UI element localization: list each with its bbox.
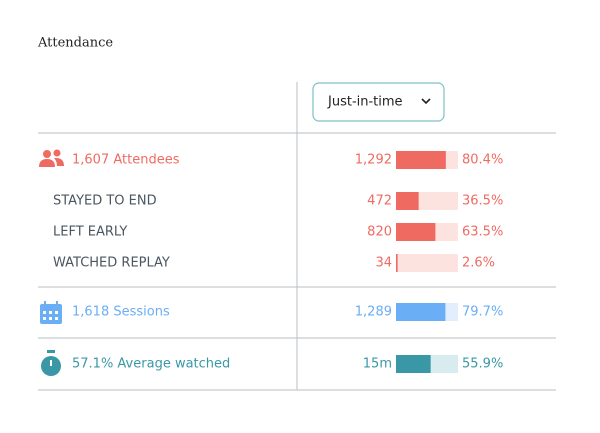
count: 34 xyxy=(375,256,392,271)
row-label: WATCHED REPLAY xyxy=(53,256,170,271)
count: 820 xyxy=(367,225,392,240)
chevron[interactable] xyxy=(421,98,431,105)
bar xyxy=(396,254,398,272)
row-label: LEFT EARLY xyxy=(53,225,127,240)
pct-label: 2.6% xyxy=(462,256,495,271)
dropdown-label[interactable]: Just-in-time xyxy=(327,95,403,110)
title: Attendance xyxy=(37,36,113,51)
bar xyxy=(396,355,431,373)
pct-label: 80.4% xyxy=(462,153,503,168)
row-label: 1,618 Sessions xyxy=(72,305,170,320)
people-icon xyxy=(39,149,64,167)
pct-label: 55.9% xyxy=(462,357,503,372)
pct-label: 63.5% xyxy=(462,225,503,240)
bar xyxy=(396,151,446,169)
row-label: 57.1% Average watched xyxy=(72,357,230,372)
bar xyxy=(396,303,446,321)
calendar-icon xyxy=(40,301,62,324)
bar xyxy=(396,223,436,241)
row-label: 1,607 Attendees xyxy=(72,153,180,168)
count: 1,289 xyxy=(355,305,392,320)
row-label: STAYED TO END xyxy=(53,194,157,209)
count: 1,292 xyxy=(355,153,392,168)
count: 472 xyxy=(367,194,392,209)
count: 15m xyxy=(363,357,392,372)
stopwatch-icon xyxy=(41,350,61,376)
bar-track xyxy=(396,254,458,272)
pct-label: 36.5% xyxy=(462,194,503,209)
bar xyxy=(396,192,419,210)
dropdown[interactable]: Just-in-time xyxy=(312,82,445,122)
dropdown-box[interactable] xyxy=(312,82,445,122)
pct-label: 79.7% xyxy=(462,305,503,320)
